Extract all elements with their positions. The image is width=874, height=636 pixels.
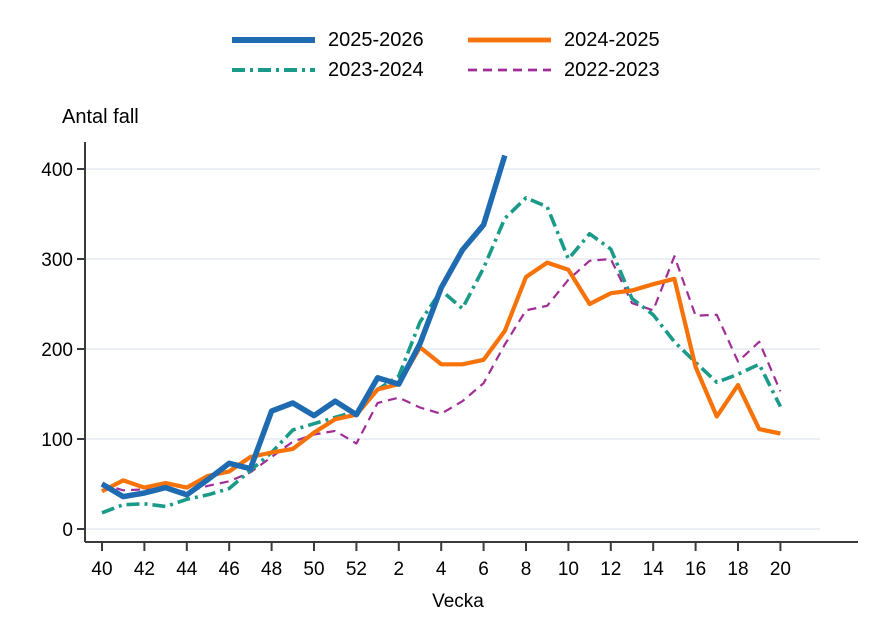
x-tick-label: 42 [134,559,155,580]
legend-item-2025-2026: 2025-2026 [232,28,424,52]
gridlines [85,168,820,530]
x-tick-label: 4 [436,559,447,580]
y-tick-label: 200 [41,340,73,361]
x-tick-label: 16 [685,559,706,580]
x-tick-label: 48 [261,559,282,580]
x-tick-label: 18 [727,559,748,580]
series-line-2025-2026 [100,154,508,500]
x-tick-label: 50 [303,559,324,580]
legend-swatch-2025-2026 [232,37,315,43]
y-tick-label: 0 [62,520,73,541]
legend-label: 2023-2024 [328,58,424,81]
x-tick-label: 8 [521,559,532,580]
legend-label: 2022-2023 [564,58,660,81]
y-tick-label: 100 [41,430,73,451]
legend-swatch-2024-2025 [468,37,551,43]
y-axis-title: Antal fall [62,106,139,128]
x-axis-title: Vecka [432,591,484,612]
legend-item-2022-2023: 2022-2023 [468,58,660,82]
x-tick-label: 46 [219,559,240,580]
y-tick-label: 300 [41,250,73,271]
x-tick-label: 40 [91,559,112,580]
legend-item-2023-2024: 2023-2024 [232,58,424,82]
x-tick-label: 44 [176,559,198,580]
x-tick-label: 14 [643,559,665,580]
x-tick-label: 12 [600,559,621,580]
x-tick-label: 2 [394,559,405,580]
series-line-2022-2023 [101,255,782,494]
x-tick-label: 52 [346,559,367,580]
y-tick-label: 400 [41,160,73,181]
legend-item-2024-2025: 2024-2025 [468,28,660,52]
legend-label: 2025-2026 [328,28,424,51]
series-line-2024-2025 [101,260,781,494]
x-tick-label: 6 [478,559,489,580]
series-lines [100,154,783,515]
legend-label: 2024-2025 [564,28,660,51]
x-tick-label: 20 [770,559,791,580]
x-tick-label: 10 [558,559,579,580]
series-line-2023-2024 [101,196,783,515]
